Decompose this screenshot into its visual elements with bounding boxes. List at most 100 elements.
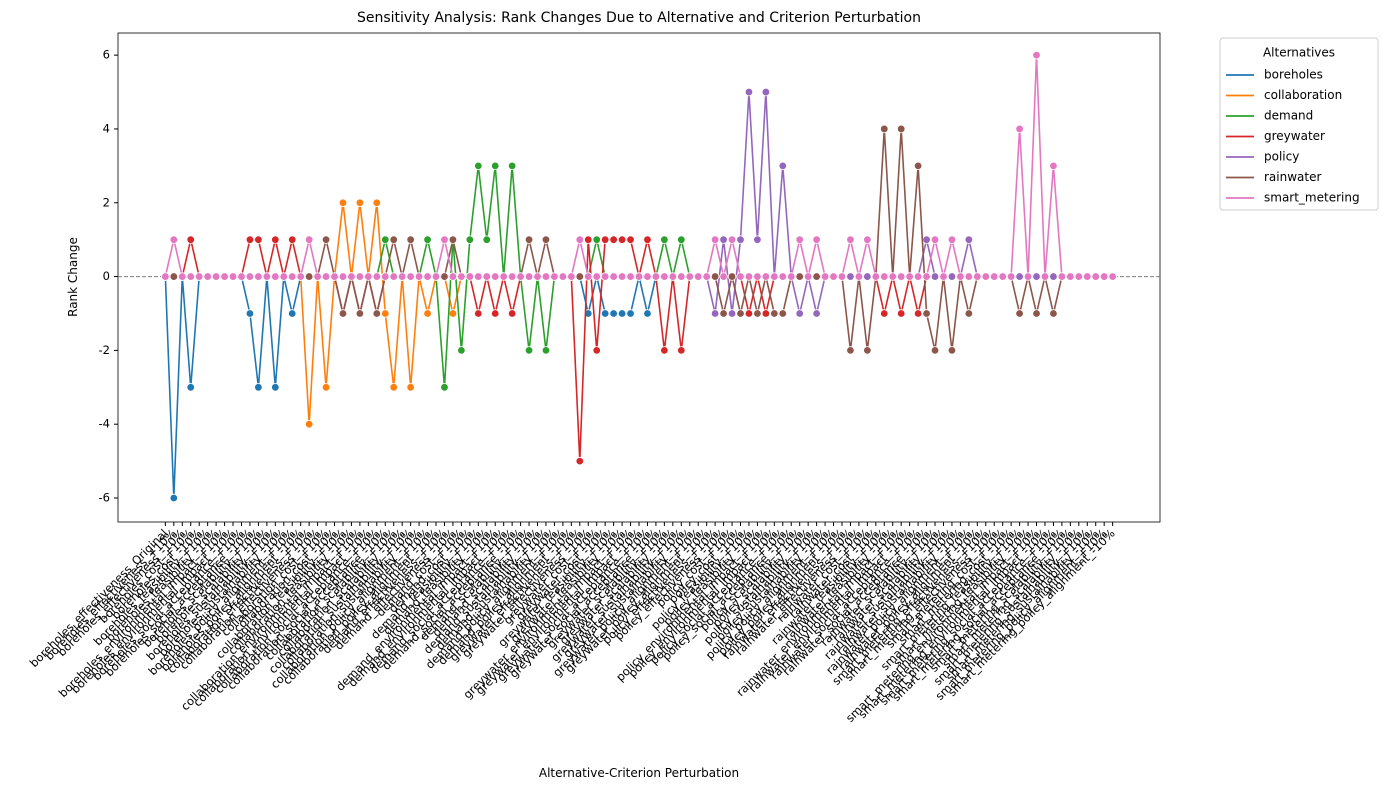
point-marker — [947, 272, 957, 281]
y-axis-label: Rank Change — [66, 237, 80, 317]
point-marker — [761, 309, 771, 318]
point-marker — [812, 235, 821, 244]
point-marker — [753, 235, 762, 244]
y-tick-label: 0 — [103, 269, 110, 283]
point-marker — [736, 309, 745, 318]
point-marker — [507, 309, 517, 318]
point-marker — [482, 235, 491, 244]
point-marker — [973, 272, 982, 281]
point-marker — [677, 272, 686, 281]
point-marker — [584, 272, 593, 281]
point-marker — [372, 198, 382, 207]
point-marker — [795, 272, 804, 281]
point-marker — [719, 272, 728, 281]
y-tick-label: -6 — [99, 491, 110, 505]
legend-label: policy — [1264, 150, 1299, 164]
legend-label: rainwater — [1264, 170, 1321, 184]
point-marker — [787, 272, 796, 281]
point-marker — [516, 272, 525, 281]
legend-label: greywater — [1264, 129, 1325, 143]
point-marker — [863, 272, 872, 281]
point-marker — [719, 309, 728, 318]
point-marker — [592, 272, 601, 281]
point-marker — [1091, 272, 1100, 281]
point-marker — [1032, 309, 1041, 318]
point-marker — [499, 272, 508, 281]
point-marker — [956, 272, 965, 281]
point-marker — [423, 235, 432, 244]
point-marker — [939, 272, 948, 281]
point-marker — [685, 272, 694, 281]
point-marker — [626, 235, 635, 244]
point-marker — [304, 420, 314, 429]
point-marker — [795, 309, 804, 318]
point-marker — [694, 272, 703, 281]
point-marker — [338, 198, 348, 207]
chart-title: Sensitivity Analysis: Rank Changes Due t… — [357, 10, 921, 26]
point-marker — [947, 346, 957, 355]
point-marker — [550, 272, 559, 281]
point-marker — [880, 272, 889, 281]
point-marker — [457, 346, 466, 355]
point-marker — [1049, 272, 1058, 281]
point-marker — [178, 272, 187, 281]
point-marker — [1006, 272, 1016, 281]
point-marker — [964, 272, 974, 281]
point-marker — [440, 235, 449, 244]
point-marker — [203, 272, 212, 281]
point-marker — [423, 272, 432, 281]
point-marker — [761, 272, 771, 281]
point-marker — [1108, 272, 1117, 281]
point-marker — [524, 272, 534, 281]
point-marker — [1040, 272, 1050, 281]
point-marker — [507, 161, 517, 171]
point-marker — [338, 309, 348, 318]
point-marker — [288, 235, 297, 244]
point-marker — [169, 493, 179, 503]
point-marker — [1057, 272, 1067, 281]
point-marker — [567, 272, 576, 281]
point-marker — [626, 309, 635, 318]
y-tick-label: 4 — [103, 121, 110, 135]
point-marker — [1032, 50, 1041, 60]
point-marker — [431, 272, 441, 281]
point-marker — [584, 235, 593, 244]
point-marker — [736, 235, 745, 244]
point-marker — [634, 272, 644, 281]
point-marker — [710, 272, 720, 281]
point-marker — [609, 272, 618, 281]
point-marker — [474, 309, 483, 318]
point-marker — [355, 198, 365, 207]
point-marker — [761, 87, 771, 97]
point-marker — [592, 235, 601, 244]
point-marker — [457, 272, 466, 281]
point-marker — [524, 235, 534, 244]
point-marker — [617, 235, 627, 244]
legend-label: boreholes — [1264, 68, 1323, 82]
legend-label: demand — [1264, 109, 1313, 123]
point-marker — [575, 235, 584, 244]
point-marker — [262, 272, 272, 281]
point-marker — [1023, 272, 1033, 281]
point-marker — [990, 272, 999, 281]
point-marker — [1099, 272, 1109, 281]
point-marker — [355, 272, 365, 281]
point-marker — [1015, 309, 1024, 318]
point-marker — [288, 309, 297, 318]
point-marker — [1015, 124, 1024, 134]
point-marker — [660, 272, 669, 281]
point-marker — [744, 272, 754, 281]
point-marker — [643, 235, 652, 244]
point-marker — [423, 309, 432, 318]
point-marker — [321, 235, 331, 244]
point-marker — [364, 272, 373, 281]
point-marker — [710, 309, 720, 318]
point-marker — [237, 272, 246, 281]
y-tick-label: 2 — [103, 195, 110, 209]
point-marker — [338, 272, 348, 281]
point-marker — [491, 272, 500, 281]
point-marker — [778, 272, 787, 281]
point-marker — [660, 235, 669, 244]
point-marker — [169, 272, 179, 281]
